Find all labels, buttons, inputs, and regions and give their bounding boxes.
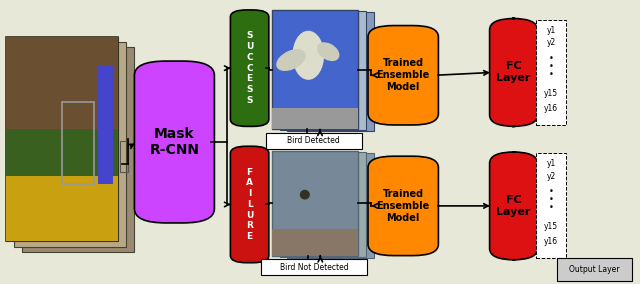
Text: y1: y1 (547, 159, 556, 168)
Text: Bird Not Detected: Bird Not Detected (280, 263, 348, 272)
FancyBboxPatch shape (134, 61, 214, 223)
FancyBboxPatch shape (230, 146, 269, 263)
Text: y2: y2 (547, 172, 556, 181)
FancyBboxPatch shape (490, 152, 538, 260)
Bar (287, 12, 374, 131)
Text: y15: y15 (544, 222, 558, 231)
Text: Trained
Ensemble
Model: Trained Ensemble Model (376, 58, 430, 92)
Bar (6, 176, 118, 241)
Bar (261, 259, 367, 275)
Bar (536, 153, 566, 258)
Text: y16: y16 (544, 104, 558, 113)
FancyBboxPatch shape (368, 26, 438, 125)
FancyBboxPatch shape (368, 156, 438, 256)
Bar (272, 151, 358, 256)
Bar (536, 20, 566, 125)
Bar (272, 108, 358, 129)
Bar (6, 37, 118, 164)
Text: S
U
C
C
E
S
S: S U C C E S S (246, 32, 253, 105)
Text: Output Layer: Output Layer (570, 265, 620, 274)
Text: F
A
I
L
U
R
E: F A I L U R E (246, 168, 253, 241)
Bar (14, 42, 126, 247)
Ellipse shape (301, 191, 309, 199)
Bar (557, 258, 632, 281)
Ellipse shape (277, 50, 305, 70)
Text: y16: y16 (544, 237, 558, 246)
Text: y2: y2 (547, 39, 556, 47)
Bar (280, 11, 366, 130)
Bar (272, 10, 358, 129)
Text: •
•
•: • • • (548, 54, 554, 79)
Bar (6, 37, 118, 241)
FancyBboxPatch shape (230, 10, 269, 126)
Text: Bird Detected: Bird Detected (287, 136, 340, 145)
Bar (99, 66, 113, 184)
Text: FC
Layer: FC Layer (497, 61, 531, 83)
Bar (287, 153, 374, 258)
Bar (272, 229, 358, 256)
Bar (22, 47, 134, 252)
Bar (62, 102, 93, 184)
Ellipse shape (317, 43, 339, 60)
Text: •
•
•: • • • (548, 187, 554, 212)
Ellipse shape (293, 32, 323, 79)
Text: Trained
Ensemble
Model: Trained Ensemble Model (376, 189, 430, 223)
Bar (266, 133, 362, 149)
Text: y1: y1 (547, 26, 556, 35)
Bar (6, 37, 118, 241)
Bar (120, 141, 128, 172)
Bar (6, 129, 118, 180)
Bar (280, 152, 366, 257)
Text: Mask
R-CNN: Mask R-CNN (149, 127, 200, 157)
FancyBboxPatch shape (490, 18, 538, 126)
Text: FC
Layer: FC Layer (497, 195, 531, 217)
Text: y15: y15 (544, 89, 558, 98)
